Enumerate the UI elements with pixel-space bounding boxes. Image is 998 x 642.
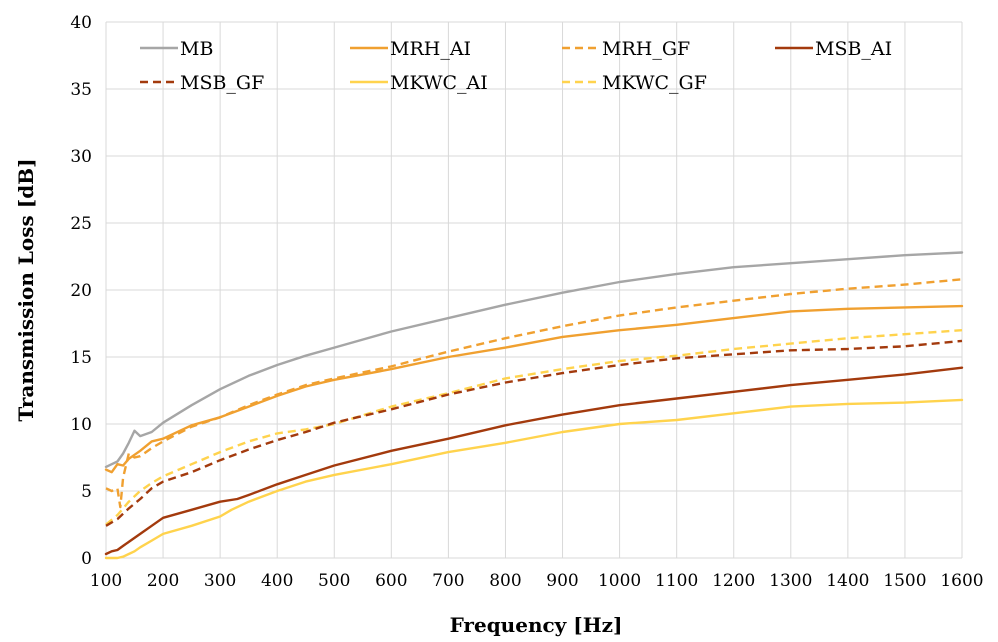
y-tick-label: 35 — [70, 80, 92, 100]
y-tick-label: 5 — [81, 482, 92, 502]
y-tick-label: 40 — [70, 13, 92, 33]
y-tick-label: 15 — [70, 348, 92, 368]
series-line-msb-ai — [104, 366, 964, 556]
series-line-mkwc-gf — [105, 329, 963, 526]
legend-item-msb-ai: MSB_AI — [775, 38, 892, 60]
y-tick-label: 25 — [70, 214, 92, 234]
legend-item-mkwc-ai: MKWC_AI — [350, 72, 488, 94]
series-line-mrh-gf — [105, 278, 963, 509]
legend-label: MSB_GF — [180, 72, 264, 94]
x-tick-label: 500 — [318, 571, 350, 591]
y-tick-labels: 0 5 10 15 20 25 30 35 40 — [70, 13, 92, 569]
legend-label: MB — [180, 38, 213, 60]
series-line-mkwc-ai — [104, 398, 964, 560]
legend-item-msb-gf: MSB_GF — [140, 72, 264, 94]
x-tick-label: 200 — [147, 571, 179, 591]
x-tick-label: 1500 — [883, 571, 926, 591]
legend-item-mkwc-gf: MKWC_GF — [562, 72, 707, 94]
legend-item-mrh-gf: MRH_GF — [562, 38, 690, 60]
y-tick-label: 10 — [70, 415, 92, 435]
x-tick-label: 1400 — [826, 571, 869, 591]
legend: MB MRH_AI MRH_GF MSB_AI MSB_GF MKWC_AI MKWC_GF — [140, 38, 892, 94]
series-lines — [104, 251, 964, 560]
x-tick-label: 1300 — [769, 571, 812, 591]
x-tick-label: 300 — [204, 571, 236, 591]
x-tick-label: 800 — [489, 571, 521, 591]
x-tick-label: 1000 — [598, 571, 641, 591]
x-tick-label: 1100 — [655, 571, 698, 591]
legend-label: MKWC_AI — [390, 72, 488, 94]
y-tick-label: 0 — [81, 549, 92, 569]
series-line-msb-gf — [105, 339, 963, 527]
x-tick-labels: 100 200 300 400 500 600 700 800 900 1000 1100 1200 1… — [90, 571, 984, 591]
series-line-mb — [104, 251, 964, 469]
x-tick-label: 1600 — [940, 571, 983, 591]
y-tick-label: 20 — [70, 281, 92, 301]
legend-item-mb: MB — [140, 38, 213, 60]
grid — [105, 21, 963, 559]
x-axis-title: Frequency [Hz] — [450, 613, 623, 637]
x-tick-label: 1200 — [712, 571, 755, 591]
legend-label: MSB_AI — [815, 38, 892, 60]
legend-label: MRH_AI — [390, 38, 471, 60]
x-tick-label: 900 — [546, 571, 578, 591]
x-tick-label: 100 — [90, 571, 122, 591]
y-tick-label: 30 — [70, 147, 92, 167]
legend-label: MKWC_GF — [602, 72, 707, 94]
series-line-mrh-ai — [104, 304, 964, 474]
legend-label: MRH_GF — [602, 38, 690, 60]
y-axis-title: Transmission Loss [dB] — [14, 158, 38, 421]
x-tick-label: 600 — [375, 571, 407, 591]
x-tick-label: 400 — [261, 571, 293, 591]
legend-item-mrh-ai: MRH_AI — [350, 38, 471, 60]
x-tick-label: 700 — [432, 571, 464, 591]
